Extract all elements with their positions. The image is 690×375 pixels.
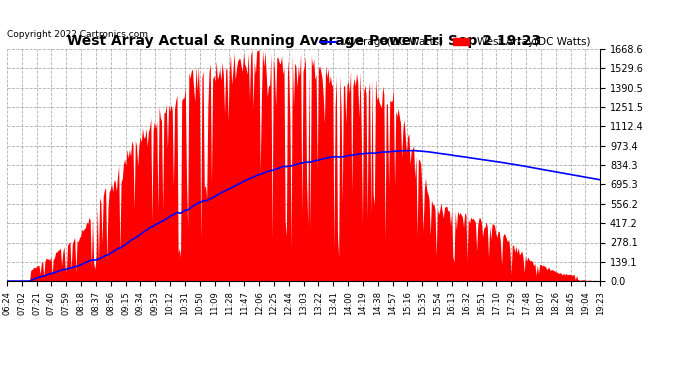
Text: Copyright 2022 Cartronics.com: Copyright 2022 Cartronics.com bbox=[7, 30, 148, 39]
Legend: Average(DC Watts), West Array(DC Watts): Average(DC Watts), West Array(DC Watts) bbox=[316, 33, 595, 51]
Title: West Array Actual & Running Average Power Fri Sep 2 19:23: West Array Actual & Running Average Powe… bbox=[66, 34, 541, 48]
